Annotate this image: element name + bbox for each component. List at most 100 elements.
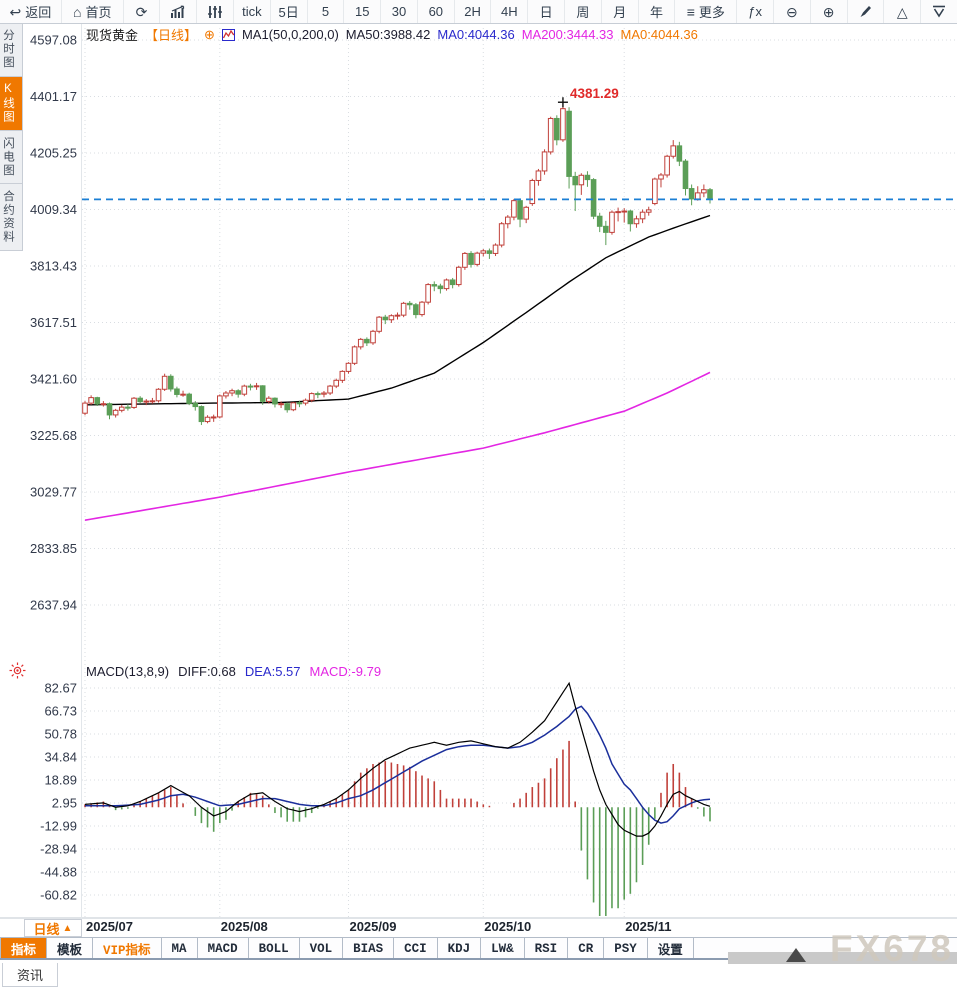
more-label: 更多 (698, 5, 725, 20)
macd-settings-icon[interactable] (9, 662, 26, 684)
tab-MA[interactable]: MA (162, 938, 198, 959)
ma50-value: MA50:3988.42 (345, 27, 431, 42)
bar-chart-icon (170, 5, 186, 19)
axis-tick-label: 2637.94 (30, 598, 77, 613)
tab-模板[interactable]: 模板 (47, 938, 94, 959)
x-axis-month-label: 2025/07 (86, 919, 133, 934)
interval-tick-label: tick (242, 4, 262, 19)
sidebar-item-time-chart[interactable]: 分时图 (0, 23, 22, 77)
home-label: 首页 (85, 5, 112, 20)
tab-VIP指标[interactable]: VIP指标 (93, 938, 162, 959)
chart-type-sidebar: 分时图 K线图 闪电图 合约资料 (0, 23, 23, 251)
sidebar-item-lightning-chart[interactable]: 闪电图 (0, 131, 22, 184)
axis-tick-label: 66.73 (44, 703, 77, 718)
toolbar-button-interval-60[interactable]: 60 (418, 0, 455, 23)
ma-settings-label: MA1(50,0,200,0) (241, 27, 339, 42)
toolbar-button-interval-15[interactable]: 15 (344, 0, 382, 23)
toolbar: ↩ 返回 ⌂ 首页 ⟳ tick 5日 5 15 30 60 2H 4H 日周月年 ≡ 更多 ƒx ⊖ ⊕ △ (0, 0, 957, 24)
interval-5d-label: 5日 (278, 5, 299, 20)
interval-2h-label: 2H (464, 4, 481, 19)
symbol-period: 【日线】 (145, 28, 198, 43)
toolbar-button-back[interactable]: ↩ 返回 (0, 0, 62, 23)
more-icon: ≡ (686, 3, 695, 20)
toolbar-button-home[interactable]: ⌂ 首页 (62, 0, 124, 23)
toolbar-button-collapse[interactable] (921, 0, 957, 23)
horizontal-scrollbar[interactable] (728, 948, 957, 964)
collapse-icon (932, 5, 946, 18)
x-axis-month-label: 2025/10 (484, 919, 531, 934)
sidebar-item-contract-info[interactable]: 合约资料 (0, 184, 22, 251)
tab-RSI[interactable]: RSI (525, 938, 569, 959)
toolbar-button-interval-week[interactable]: 周 (565, 0, 602, 23)
toolbar-button-more[interactable]: ≡ 更多 (675, 0, 738, 23)
axis-tick-label: 2833.85 (30, 541, 77, 556)
axis-tick-label: 4205.25 (30, 146, 77, 161)
toolbar-button-interval-4h[interactable]: 4H (491, 0, 529, 23)
sidebar-item-kline-chart[interactable]: K线图 (0, 76, 22, 131)
tab-指标[interactable]: 指标 (0, 938, 48, 959)
scrollbar-thumb-icon[interactable] (786, 948, 806, 962)
interval-month-label: 月 (613, 5, 627, 20)
toolbar-button-zoom-out[interactable]: ⊖ (774, 0, 811, 23)
candle-style-icon (207, 5, 223, 19)
tab-设置[interactable]: 设置 (648, 938, 694, 959)
toolbar-button-draw[interactable] (848, 0, 885, 23)
x-axis-month-label: 2025/11 (625, 919, 671, 934)
tab-CR[interactable]: CR (568, 938, 605, 959)
toolbar-button-interval-5d[interactable]: 5日 (271, 0, 308, 23)
tab-MACD[interactable]: MACD (198, 938, 249, 959)
ma0-blue-value: MA0:4044.36 (437, 27, 515, 42)
interval-day-label: 日 (539, 5, 553, 20)
back-label: 返回 (25, 5, 52, 20)
toolbar-button-interval-month[interactable]: 月 (602, 0, 639, 23)
interval-4h-label: 4H (501, 4, 518, 19)
toolbar-button-bar-chart[interactable] (160, 0, 198, 23)
axis-tick-label: 4597.08 (30, 33, 77, 48)
tab-LW&[interactable]: LW& (481, 938, 525, 959)
axis-tick-label: 3421.60 (30, 371, 77, 386)
toolbar-button-formula-fx[interactable]: ƒx (737, 0, 774, 23)
axis-tick-label: 2.95 (52, 796, 77, 811)
toolbar-button-interval-2h[interactable]: 2H (455, 0, 492, 23)
toolbar-button-scroll-up[interactable]: △ (884, 0, 922, 23)
period-selector[interactable]: 日线 ▲ (24, 919, 82, 937)
formula-fx-label: ƒx (748, 4, 762, 19)
toolbar-button-interval-year[interactable]: 年 (639, 0, 676, 23)
axis-tick-label: 18.89 (44, 773, 77, 788)
axis-tick-label: -60.82 (40, 888, 77, 903)
macd-dea-value: DEA:5.57 (244, 664, 301, 679)
toolbar-button-refresh[interactable]: ⟳ (124, 0, 161, 23)
toolbar-button-candle-style[interactable] (197, 0, 234, 23)
symbol-header: 现货黄金 【日线】 ⊕ MA1(50,0,200,0) MA50:3988.42… (86, 25, 698, 44)
toolbar-button-interval-tick[interactable]: tick (234, 0, 271, 23)
axis-tick-label: 4401.17 (30, 89, 77, 104)
toolbar-button-interval-30[interactable]: 30 (381, 0, 418, 23)
macd-header: MACD(13,8,9) DIFF:0.68 DEA:5.57 MACD:-9.… (86, 664, 381, 679)
tab-VOL[interactable]: VOL (300, 938, 344, 959)
tab-KDJ[interactable]: KDJ (438, 938, 482, 959)
toolbar-button-zoom-in[interactable]: ⊕ (811, 0, 848, 23)
news-tab[interactable]: 资讯 (2, 963, 58, 987)
triangle-up-icon: ▲ (62, 922, 73, 934)
axis-tick-label: 4009.34 (30, 202, 77, 217)
home-icon: ⌂ (73, 3, 82, 20)
interval-30-label: 30 (391, 4, 407, 19)
interval-week-label: 周 (576, 5, 590, 20)
add-indicator-icon[interactable]: ⊕ (204, 26, 215, 42)
tab-BOLL[interactable]: BOLL (249, 938, 300, 959)
interval-15-label: 15 (355, 4, 370, 19)
indicator-chart-icon[interactable] (221, 28, 235, 41)
interval-60-label: 60 (428, 4, 444, 19)
tab-BIAS[interactable]: BIAS (343, 938, 395, 959)
x-axis-month-label: 2025/08 (221, 919, 268, 934)
tab-PSY[interactable]: PSY (604, 938, 648, 959)
axis-tick-label: -28.94 (40, 842, 77, 857)
axis-divider (81, 23, 82, 936)
axis-tick-label: -44.88 (40, 865, 77, 880)
toolbar-button-interval-5[interactable]: 5 (308, 0, 345, 23)
tab-CCI[interactable]: CCI (394, 938, 438, 959)
toolbar-button-interval-day[interactable]: 日 (528, 0, 566, 23)
x-axis-month-label: 2025/09 (349, 919, 396, 934)
